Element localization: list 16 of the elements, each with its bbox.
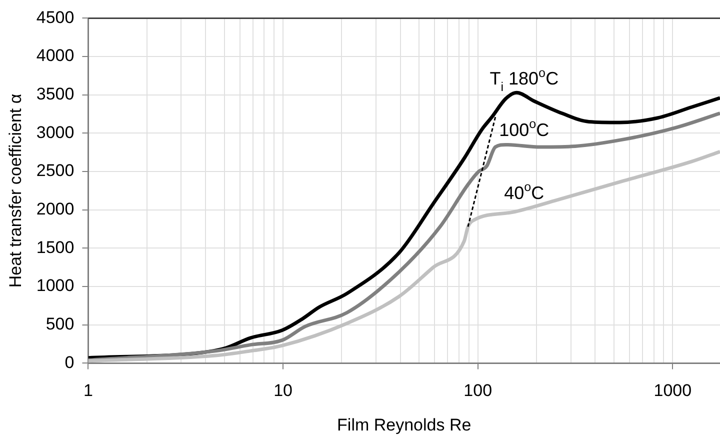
y-tick-label: 0 xyxy=(64,352,74,372)
y-tick-label: 2000 xyxy=(36,200,74,219)
y-tick-label: 3500 xyxy=(36,84,74,104)
y-tick-label: 500 xyxy=(46,314,74,334)
x-tick-label: 1 xyxy=(83,381,93,400)
x-axis-title: Film Reynolds Re xyxy=(337,415,472,434)
y-axis-title: Heat transfer coefficient α xyxy=(6,94,25,288)
x-tick-label: 10 xyxy=(274,381,292,400)
x-tick-label: 100 xyxy=(464,381,492,400)
y-tick-label: 2500 xyxy=(36,161,74,180)
y-tick-label: 1500 xyxy=(36,238,74,257)
y-tick-label: 3000 xyxy=(36,122,74,142)
x-tick-label: 1000 xyxy=(654,381,692,400)
y-tick-label: 4500 xyxy=(36,8,74,27)
y-tick-label: 1000 xyxy=(36,276,74,296)
y-tick-label: 4000 xyxy=(36,46,74,66)
